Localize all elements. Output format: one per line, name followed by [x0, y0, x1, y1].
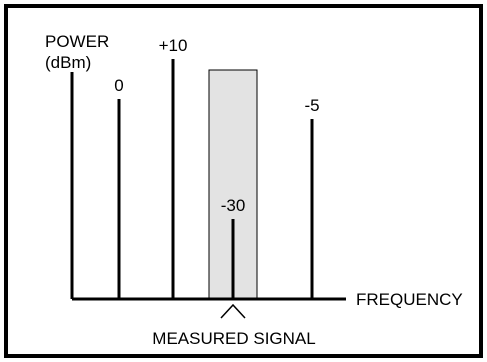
bar-value-label-0: 0 [114, 76, 123, 95]
bars-layer: 0 +10 -30 -5 [114, 36, 320, 299]
measured-signal-caret [220, 303, 246, 319]
bar-value-label-3: -5 [304, 96, 319, 115]
bar-value-label-1: +10 [159, 36, 188, 55]
y-axis-label-line1: POWER [45, 32, 109, 51]
bar-value-label-2: -30 [221, 196, 246, 215]
y-axis-label-line2: (dBm) [45, 53, 91, 72]
measured-signal-label: MEASURED SIGNAL [152, 329, 315, 348]
x-axis-label: FREQUENCY [356, 290, 463, 309]
